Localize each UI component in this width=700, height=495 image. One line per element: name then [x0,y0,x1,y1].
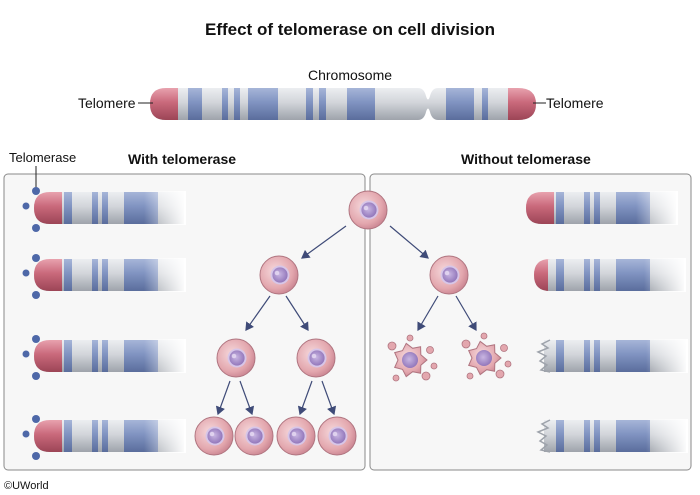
granddaughter-cell-with-telomerase [296,338,336,378]
chromosome-arm-with-telomerase [34,191,186,225]
telomere-cap [34,259,62,291]
apoptotic-bleb [461,339,471,349]
chromosome-arm-without-telomerase [526,191,678,225]
great-granddaughter-cell [317,416,357,456]
diagram-title: Effect of telomerase on cell division [204,20,496,39]
telomerase-enzyme [32,291,40,299]
telomere-cap [534,259,550,291]
credit-text: ©UWorld [4,480,49,492]
apoptotic-bleb [421,371,431,381]
chromosome-figure [138,88,546,120]
chromosome-arm-without-telomerase [536,419,688,453]
telomerase-enzyme [32,224,40,232]
with-telomerase-heading: With telomerase [128,151,237,167]
telomerase-enzyme [32,335,40,343]
apoptotic-bleb [392,374,400,382]
telomerase-enzyme [32,415,40,423]
apoptotic-bleb [480,332,488,340]
daughter-cell-with-telomerase [259,255,299,295]
telomerase-enzyme [22,202,30,210]
telomerase-enzyme [32,452,40,460]
telomere-left-label: Telomere [78,95,136,111]
great-granddaughter-cell [234,416,274,456]
apoptotic-bleb [495,369,505,379]
chromosome-arm-without-telomerase [536,339,688,373]
telomere-right-label: Telomere [546,95,604,111]
telomerase-enzyme [22,350,30,358]
telomerase-enzyme [32,372,40,380]
great-granddaughter-cell [194,416,234,456]
apoptotic-bleb [430,362,438,370]
telomerase-enzyme [22,430,30,438]
apoptotic-bleb [500,344,508,352]
right-chromosome-arms [526,191,688,453]
left-chromosome-arms [22,187,186,460]
chromosome-arm-with-telomerase [34,339,186,373]
telomere-cap [34,192,62,224]
apoptotic-bleb [387,341,397,351]
daughter-cell-without-telomerase [429,255,469,295]
telomere-cap [526,192,554,224]
parent-cell [348,190,388,230]
telomere-right-cap [508,88,536,120]
with-telomerase-panel [3,173,366,471]
telomere-cap [34,420,62,452]
telomere-left-cap [150,88,178,120]
without-telomerase-heading: Without telomerase [461,151,591,167]
frayed-end [536,339,551,373]
cells [194,190,512,456]
telomere-cap [34,340,62,372]
without-telomerase-panel [369,173,692,471]
dying-cell [461,332,512,380]
apoptotic-bleb [504,360,512,368]
dying-cell [387,334,438,382]
frayed-end [536,419,551,453]
apoptotic-bleb [406,334,414,342]
telomerase-label: Telomerase [9,150,77,165]
telomerase-enzyme [22,269,30,277]
chromosome-label: Chromosome [307,67,393,83]
division-arrows [215,225,477,416]
chromosome-arm-with-telomerase [34,258,186,292]
telomerase-enzyme [32,254,40,262]
chromosome-arm-with-telomerase [34,419,186,453]
apoptotic-bleb [426,346,434,354]
telomerase-enzyme [32,187,40,195]
chromosome-arm-without-telomerase [534,258,686,292]
great-granddaughter-cell [276,416,316,456]
granddaughter-cell-with-telomerase [216,338,256,378]
apoptotic-bleb [466,372,474,380]
